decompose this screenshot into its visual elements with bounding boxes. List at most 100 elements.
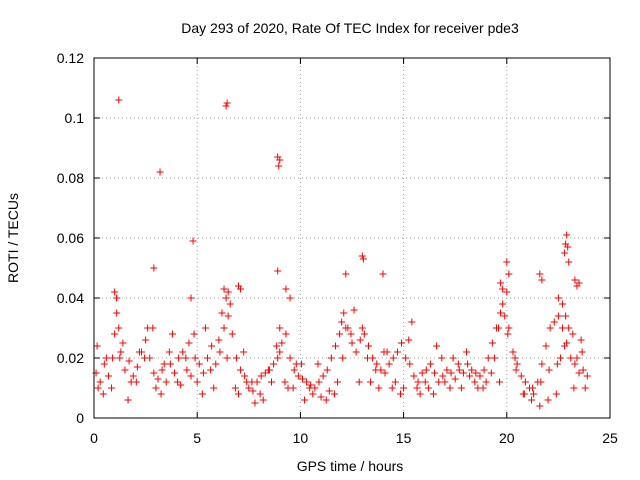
data-point bbox=[571, 276, 579, 284]
data-point bbox=[402, 354, 410, 362]
data-point bbox=[538, 276, 546, 284]
data-point bbox=[406, 360, 414, 368]
data-point bbox=[554, 294, 562, 302]
data-point bbox=[339, 354, 347, 362]
data-point bbox=[538, 360, 546, 368]
data-point bbox=[579, 366, 587, 374]
data-point bbox=[286, 294, 294, 302]
y-tick-label: 0.12 bbox=[57, 50, 84, 66]
data-point bbox=[274, 267, 282, 275]
data-point bbox=[195, 360, 203, 368]
data-point bbox=[257, 372, 265, 380]
data-point bbox=[156, 168, 164, 176]
data-point bbox=[573, 354, 581, 362]
data-point bbox=[168, 330, 176, 338]
data-points bbox=[92, 96, 591, 410]
data-point bbox=[270, 360, 278, 368]
data-point bbox=[559, 300, 567, 308]
data-point bbox=[503, 258, 511, 266]
data-point bbox=[177, 381, 185, 389]
plot-frame bbox=[93, 57, 611, 419]
data-point bbox=[248, 378, 256, 386]
y-tick-label: 0.08 bbox=[57, 170, 84, 186]
data-point bbox=[352, 348, 360, 356]
data-point bbox=[142, 336, 150, 344]
data-point bbox=[111, 330, 119, 338]
data-point bbox=[207, 366, 215, 374]
data-point bbox=[482, 378, 490, 386]
data-point bbox=[241, 372, 249, 380]
data-point bbox=[464, 360, 472, 368]
data-point bbox=[499, 300, 507, 308]
data-point bbox=[154, 375, 162, 383]
data-point bbox=[183, 366, 191, 374]
data-point bbox=[218, 309, 226, 317]
data-point bbox=[108, 384, 116, 392]
data-point bbox=[340, 309, 348, 317]
data-point bbox=[416, 390, 424, 398]
data-point bbox=[379, 270, 387, 278]
data-point bbox=[298, 375, 306, 383]
data-point bbox=[504, 330, 512, 338]
data-point bbox=[372, 366, 380, 374]
data-point bbox=[204, 354, 212, 362]
data-point bbox=[220, 324, 228, 332]
data-point bbox=[578, 348, 586, 356]
data-point bbox=[536, 402, 544, 410]
data-point bbox=[323, 366, 331, 374]
data-point bbox=[245, 384, 253, 392]
data-point bbox=[222, 102, 230, 110]
data-point bbox=[150, 369, 158, 377]
data-point bbox=[113, 309, 121, 317]
data-point bbox=[208, 342, 216, 350]
data-point bbox=[479, 384, 487, 392]
data-point bbox=[471, 378, 479, 386]
data-point bbox=[189, 237, 197, 245]
data-point bbox=[317, 393, 325, 401]
data-point bbox=[360, 330, 368, 338]
x-tick-label: 0 bbox=[90, 430, 98, 446]
data-point bbox=[363, 354, 371, 362]
data-point bbox=[466, 372, 474, 380]
data-point bbox=[463, 348, 471, 356]
data-point bbox=[443, 366, 451, 374]
data-point bbox=[306, 384, 314, 392]
data-point bbox=[375, 384, 383, 392]
data-point bbox=[166, 360, 174, 368]
data-point bbox=[561, 249, 569, 257]
data-point bbox=[495, 324, 503, 332]
data-point bbox=[550, 318, 558, 326]
data-point bbox=[552, 390, 560, 398]
data-point bbox=[581, 384, 589, 392]
data-point bbox=[433, 342, 441, 350]
data-point bbox=[322, 396, 330, 404]
data-point bbox=[410, 372, 418, 380]
data-point bbox=[301, 396, 309, 404]
data-point bbox=[439, 372, 447, 380]
data-point bbox=[455, 366, 463, 374]
data-point bbox=[274, 354, 282, 362]
data-point bbox=[497, 309, 505, 317]
data-point bbox=[334, 378, 342, 386]
data-point bbox=[472, 369, 480, 377]
data-point bbox=[563, 231, 571, 239]
data-point bbox=[381, 369, 389, 377]
data-point bbox=[459, 369, 467, 377]
data-point bbox=[497, 279, 505, 287]
data-point bbox=[454, 360, 462, 368]
data-point bbox=[571, 360, 579, 368]
data-point bbox=[545, 366, 553, 374]
data-point bbox=[282, 285, 290, 293]
data-point bbox=[187, 372, 195, 380]
data-point bbox=[484, 354, 492, 362]
data-point bbox=[529, 384, 537, 392]
data-point bbox=[190, 330, 198, 338]
data-point bbox=[468, 366, 476, 374]
data-point bbox=[520, 390, 528, 398]
data-point bbox=[391, 378, 399, 386]
data-point bbox=[286, 354, 294, 362]
data-point bbox=[160, 360, 168, 368]
data-point bbox=[116, 354, 124, 362]
data-point bbox=[358, 324, 366, 332]
data-point bbox=[220, 285, 228, 293]
